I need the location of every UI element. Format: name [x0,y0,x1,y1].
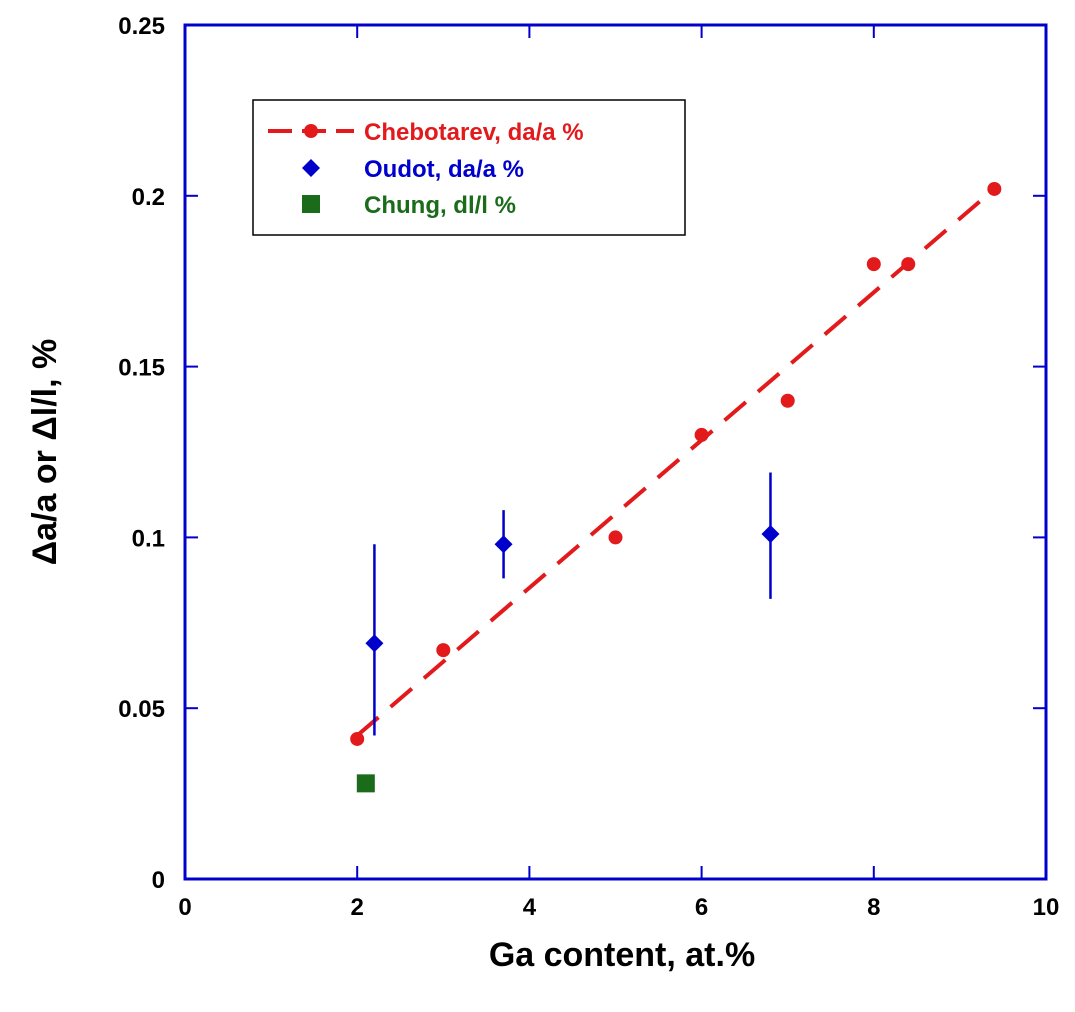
data-point-square [356,774,375,793]
legend-box [252,99,686,236]
y-tick-label: 0.05 [118,696,165,723]
data-point-circle [608,530,623,545]
fit-line [355,187,996,738]
data-point-diamond [365,634,384,653]
legend-marker-diamond [302,159,320,177]
x-tick-label: 4 [523,894,537,921]
y-tick-label: 0.25 [118,13,165,40]
x-tick-label: 2 [351,894,364,921]
legend-label-chung: Chung, dl/l % [364,192,516,219]
y-tick-label: 0 [152,867,165,894]
data-point-circle [987,181,1002,196]
data-point-circle [350,731,365,746]
y-tick-label: 0.1 [132,525,165,552]
y-tick-label: 0.2 [132,184,165,211]
x-axis-title: Ga content, at.% [489,936,755,974]
legend: Chebotarev, da/a % Oudot, da/a % Chung, … [252,99,686,236]
series-0 [350,181,1002,746]
legend-marker-circle [304,124,318,138]
x-tick-label: 8 [867,894,880,921]
legend-items [268,124,354,213]
legend-marker-square [302,195,320,213]
series-2 [356,774,375,793]
x-tick-label: 10 [1033,894,1060,921]
data-point-diamond [494,535,513,554]
axis-ticks [184,24,1047,880]
data-point-circle [780,393,795,408]
y-axis-title: Δa/a or Δl/l, % [26,339,64,566]
data-point-diamond [761,524,780,543]
axis-tick-labels: 0 2 4 6 8 10 0 0.05 0.1 0.15 0.2 0.25 [118,13,1059,921]
legend-label-oudot: Oudot, da/a % [364,156,524,183]
y-tick-label: 0.15 [118,355,165,382]
data-point-circle [694,427,709,442]
plot-frame [183,23,1048,881]
data-point-circle [866,257,881,272]
data-point-circle [436,643,451,658]
x-tick-label: 6 [695,894,708,921]
series-layer [350,181,1002,793]
data-point-circle [901,257,916,272]
series-1 [365,472,780,736]
x-tick-label: 0 [178,894,191,921]
legend-label-chebotarev: Chebotarev, da/a % [364,119,584,146]
